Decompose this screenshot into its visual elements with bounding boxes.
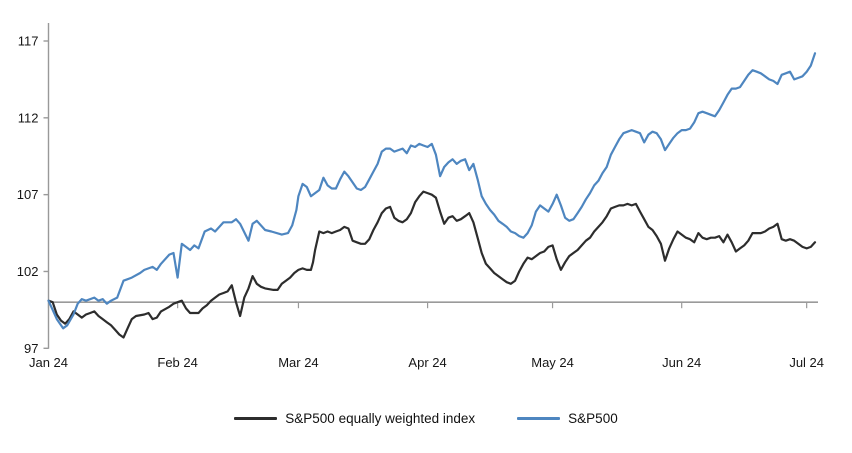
x-tick-label-0: Jan 24 <box>29 355 68 370</box>
x-tick-label-3: Apr 24 <box>408 355 446 370</box>
y-tick-label-4: 117 <box>18 34 39 49</box>
x-tick-label-1: Feb 24 <box>157 355 197 370</box>
x-tick-label-2: Mar 24 <box>278 355 318 370</box>
x-tick-label-4: May 24 <box>531 355 574 370</box>
sp500-line <box>47 52 817 330</box>
sp500ew-line <box>47 190 817 339</box>
legend-item-sp500: S&P500 <box>517 412 618 426</box>
y-tick-label-3: 112 <box>18 110 39 125</box>
chart-legend: S&P500 equally weighted index S&P500 <box>0 412 852 426</box>
y-tick-label-0: 97 <box>24 341 38 356</box>
x-tick-label-6: Jul 24 <box>789 355 824 370</box>
legend-item-sp500ew: S&P500 equally weighted index <box>234 412 475 426</box>
y-tick-label-2: 107 <box>17 187 39 202</box>
legend-label-sp500: S&P500 <box>568 411 618 426</box>
sp500-line-swatch <box>517 417 561 421</box>
legend-label-sp500ew: S&P500 equally weighted index <box>285 411 476 426</box>
y-tick-label-1: 102 <box>17 264 39 279</box>
sp500ew-line-swatch <box>234 417 278 421</box>
x-tick-label-5: Jun 24 <box>662 355 701 370</box>
